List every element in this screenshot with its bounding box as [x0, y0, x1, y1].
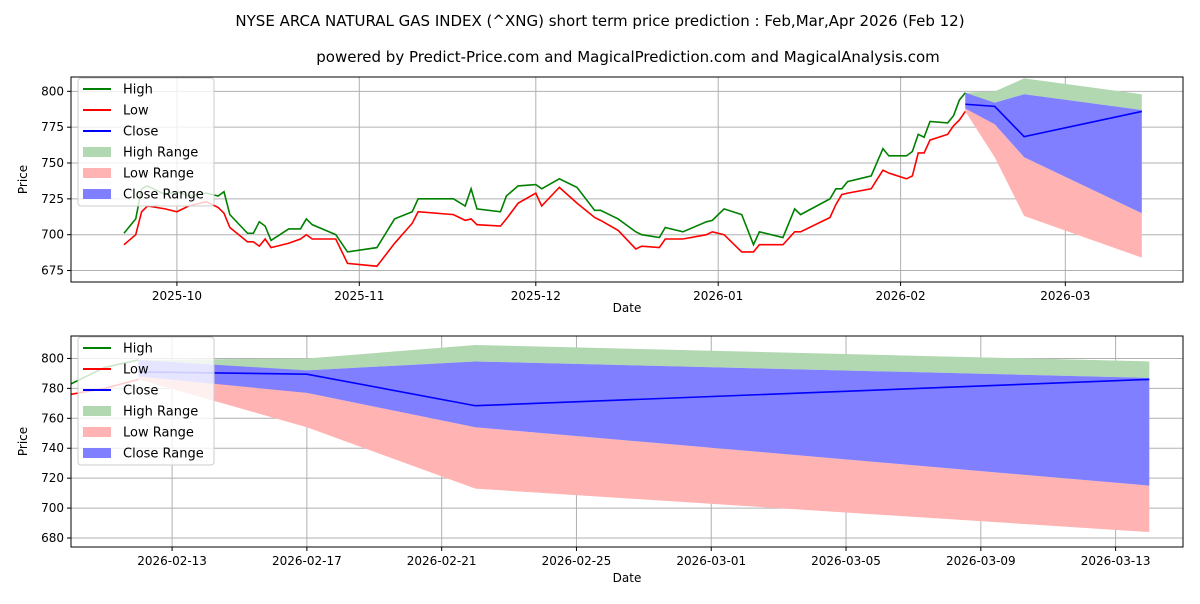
x-tick-label: 2026-03-13 [1081, 554, 1151, 568]
x-tick-label: 2026-01 [693, 289, 743, 303]
y-tick-label: 680 [41, 531, 64, 545]
x-tick-label: 2026-03-09 [946, 554, 1016, 568]
legend-label: High Range [123, 405, 198, 420]
close-line [138, 371, 1150, 407]
y-tick-label: 775 [41, 120, 64, 134]
y-tick-label: 700 [41, 228, 64, 242]
legend-label: Low [123, 363, 149, 378]
y-tick-label: 800 [41, 84, 64, 98]
legend-patch-swatch [83, 189, 111, 199]
legend: High Low Close High Range Low Range Close Ran… [77, 77, 215, 207]
top-chart-axes: 2025-10 2025-11 2025-12 2026-01 2026-02 2026-… [16, 76, 1184, 315]
chart-subtitle: powered by Predict-Price.com and Magical… [316, 48, 940, 66]
plot-frame [70, 76, 1184, 283]
plot-area [71, 344, 1150, 533]
x-tick-label: 2026-03-01 [676, 554, 746, 568]
x-tick-label: 2026-02-21 [407, 554, 477, 568]
bottom-chart-axes: 2026-02-13 2026-02-17 2026-02-21 2026-02-25… [16, 335, 1184, 585]
legend-box [77, 336, 215, 466]
x-axis-label: Date [613, 301, 642, 315]
high-range-band [965, 78, 1142, 110]
close-range-band [138, 359, 1150, 486]
legend-patch-swatch [83, 427, 111, 437]
plot-area [123, 78, 1142, 268]
plot-frame [70, 335, 1184, 548]
y-tick-label: 750 [41, 156, 64, 170]
y-tick-label: 675 [41, 264, 64, 278]
legend-patch-swatch [83, 168, 111, 178]
x-tick-label: 2025-11 [334, 289, 384, 303]
y-axis-label: Price [16, 165, 30, 194]
y-tick-label: 720 [41, 471, 64, 485]
legend-label: Low Range [123, 426, 194, 441]
chart-title: NYSE ARCA NATURAL GAS INDEX (^XNG) short… [235, 12, 964, 30]
x-tick-label: 2026-02-17 [272, 554, 342, 568]
close-range-band [965, 92, 1142, 214]
legend-label: Close [123, 125, 158, 140]
high-range-band [138, 344, 1150, 378]
legend-patch-swatch [83, 406, 111, 416]
legend-label: Close Range [123, 447, 204, 462]
y-tick-label: 780 [41, 381, 64, 395]
high-line [123, 92, 966, 253]
low-line [123, 110, 966, 268]
x-tick-label: 2026-02-13 [137, 554, 207, 568]
legend-label: Low [123, 104, 149, 119]
y-tick-label: 740 [41, 441, 64, 455]
legend-label: High Range [123, 146, 198, 161]
y-tick-label: 800 [41, 351, 64, 365]
legend-label: High [123, 342, 153, 357]
x-tick-label: 2026-03-05 [811, 554, 881, 568]
x-axis-label: Date [613, 571, 642, 585]
close-line [965, 103, 1142, 138]
legend-box [77, 77, 215, 207]
legend-label: High [123, 83, 153, 98]
low-range-band [138, 373, 1150, 533]
x-tick-label: 2025-10 [152, 289, 202, 303]
legend-label: Close Range [123, 188, 204, 203]
legend-label: Low Range [123, 167, 194, 182]
x-tick-label: 2026-02 [876, 289, 926, 303]
x-tick-label: 2026-03 [1040, 289, 1090, 303]
legend-label: Close [123, 384, 158, 399]
y-tick-label: 700 [41, 501, 64, 515]
x-tick-label: 2025-12 [511, 289, 561, 303]
x-tick-label: 2026-02-25 [542, 554, 612, 568]
low-range-band [965, 105, 1142, 258]
y-tick-label: 760 [41, 411, 64, 425]
legend: High Low Close High Range Low Range Close Ran… [77, 336, 215, 466]
y-tick-label: 725 [41, 192, 64, 206]
legend-patch-swatch [83, 147, 111, 157]
y-axis-label: Price [16, 427, 30, 456]
legend-patch-swatch [83, 448, 111, 458]
